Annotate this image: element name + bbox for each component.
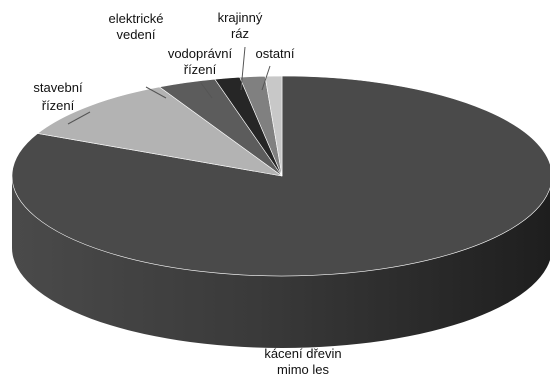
pie-slice-stavebni-rizeni <box>36 86 283 177</box>
slice-label-ostatni: ostatní <box>255 46 294 61</box>
pie-slices <box>11 75 550 277</box>
leader-line-ostatni <box>261 65 271 91</box>
leader-line-elektricke-vedeni <box>145 86 167 99</box>
pie-side-wall <box>12 176 550 348</box>
slice-label-vodopravni-rizeni: vodoprávní řízení <box>168 46 233 77</box>
leader-lines <box>67 46 271 125</box>
slice-label-elektricke-vedeni: elektrické vedení <box>109 11 164 42</box>
pie-slice-ostatni <box>264 75 283 177</box>
slice-label-krajinny-raz: krajinný ráz <box>218 10 263 41</box>
slice-label-stavebni-rizeni: stavební řízení <box>33 80 83 113</box>
leader-line-stavebni-rizeni <box>67 111 91 125</box>
leader-line-krajinny-raz <box>240 46 246 91</box>
leader-line-vodopravni-rizeni <box>200 82 213 99</box>
slice-labels: kácení dřevin mimo les stavební řízení elekt… <box>33 10 341 377</box>
pie-sides <box>12 176 550 348</box>
slice-label-kaceni-drevin-mimo-les: kácení dřevin mimo les <box>264 346 341 377</box>
